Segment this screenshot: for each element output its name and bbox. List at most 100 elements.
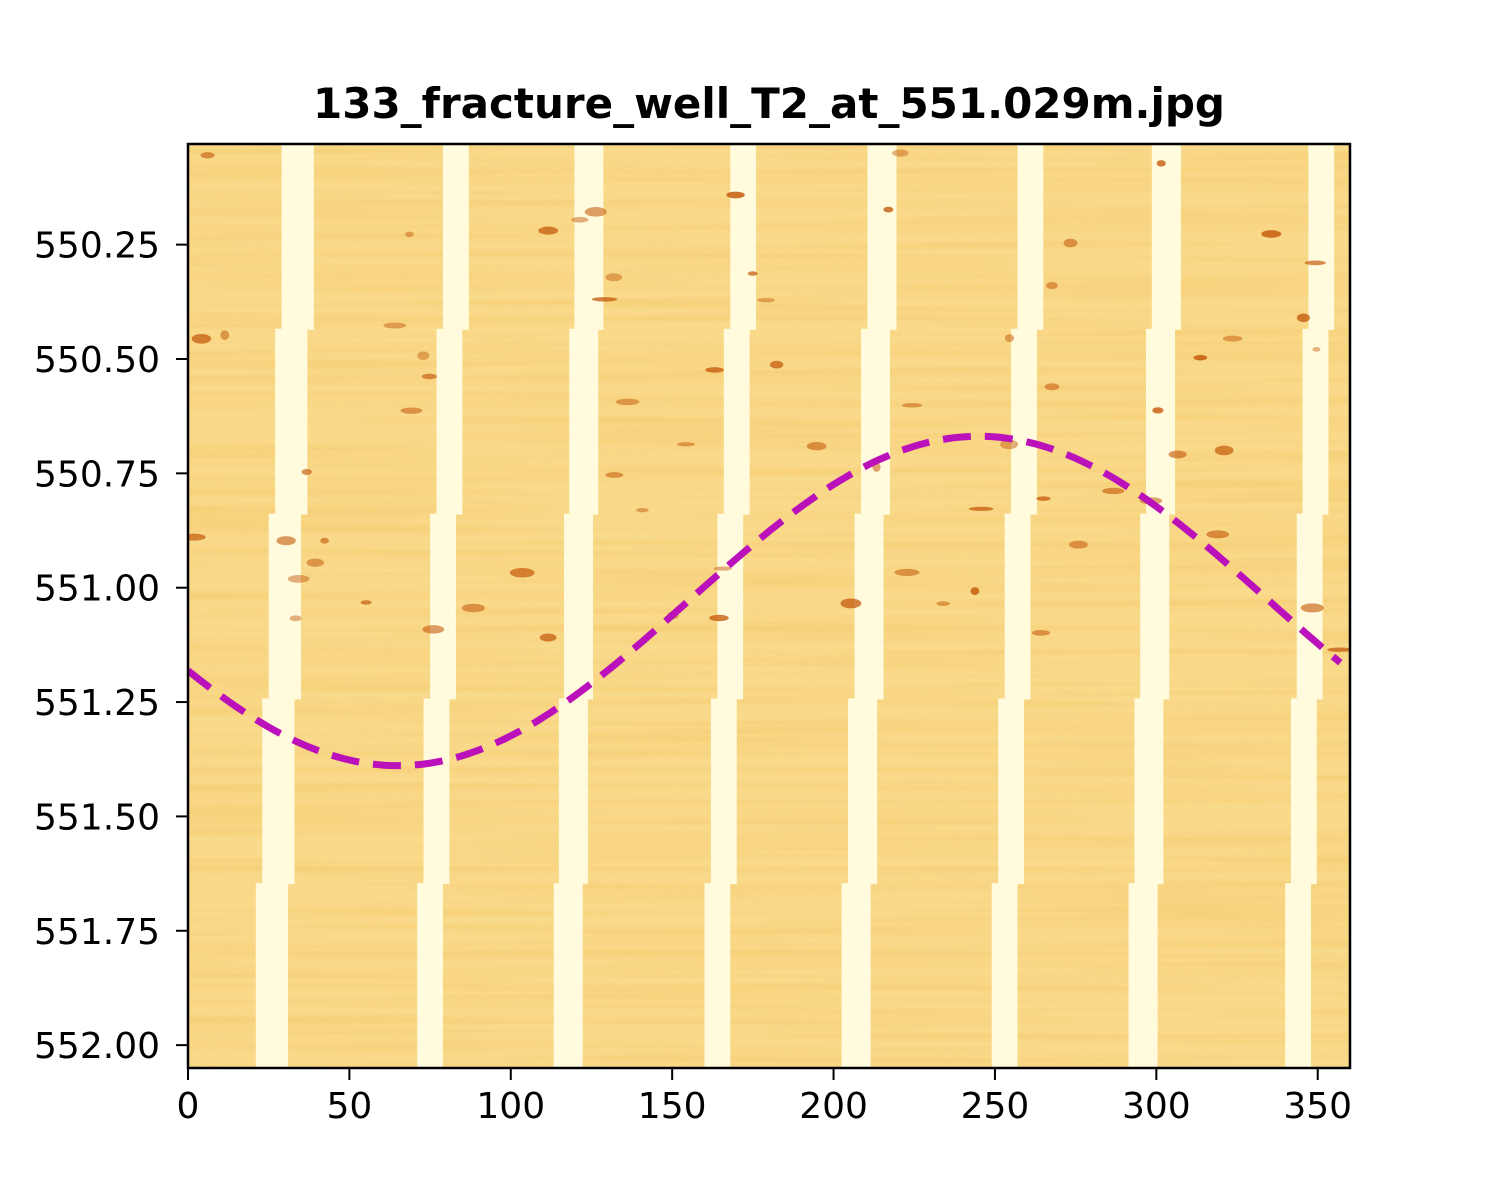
texture-spot: [509, 568, 535, 578]
texture-spot: [1222, 335, 1243, 342]
texture-spot: [705, 367, 724, 373]
y-tick-label: 551.25: [34, 683, 160, 724]
texture-spot: [383, 322, 407, 329]
texture-spot: [1312, 347, 1321, 352]
pad-strip-3: [569, 328, 599, 515]
texture-spot: [1036, 496, 1051, 501]
pad-strip-6: [1017, 144, 1044, 330]
pad-strip-7: [1134, 698, 1164, 885]
pad-strip-1: [281, 144, 314, 330]
texture-spot: [726, 191, 745, 199]
y-tick-label: 551.75: [34, 912, 160, 953]
texture-spot: [1152, 407, 1164, 414]
pad-strip-8: [1285, 883, 1311, 1068]
texture-spot: [584, 207, 607, 217]
texture-spot: [1000, 439, 1019, 450]
texture-spot: [1004, 334, 1015, 342]
texture-spot: [301, 468, 312, 476]
texture-spot: [757, 297, 775, 303]
texture-spot: [400, 407, 423, 414]
texture-spot: [1046, 281, 1058, 289]
texture-spot: [405, 231, 414, 238]
x-tick-label: 200: [799, 1086, 868, 1127]
x-tick-label: 0: [177, 1086, 200, 1127]
y-tick-label: 550.50: [34, 340, 160, 381]
texture-spot: [709, 614, 729, 622]
texture-spot: [191, 334, 212, 344]
pad-strip-5: [860, 328, 891, 515]
texture-spot: [1044, 383, 1060, 391]
texture-spot: [421, 373, 437, 380]
texture-spot: [417, 351, 430, 361]
texture-spot: [747, 271, 758, 276]
texture-spot: [1296, 313, 1310, 323]
texture-spot: [1304, 260, 1326, 266]
texture-spot: [306, 558, 325, 567]
pad-strip-3: [564, 513, 594, 700]
texture-spot: [901, 403, 923, 408]
pad-strip-2: [436, 328, 463, 515]
y-tick-label: 551.00: [34, 569, 160, 610]
texture-spot: [1327, 647, 1350, 652]
x-tick-label: 50: [326, 1086, 372, 1127]
pad-strip-7: [1140, 513, 1170, 700]
pad-strip-6: [1004, 513, 1031, 700]
texture-spot: [591, 297, 618, 302]
texture-spot: [605, 472, 624, 478]
pad-strip-2: [442, 144, 469, 330]
texture-spot: [571, 216, 589, 223]
texture-spot: [188, 533, 206, 541]
texture-spot: [360, 600, 372, 605]
chart-title: 133_fracture_well_T2_at_551.029m.jpg: [313, 79, 1225, 128]
texture-spot: [1261, 230, 1282, 238]
axes-frame: [186, 142, 1352, 1070]
pad-strip-5: [867, 144, 897, 330]
texture-spot: [892, 149, 909, 157]
x-tick-label: 150: [638, 1086, 707, 1127]
x-tick-label: 350: [1283, 1086, 1352, 1127]
texture-spot: [1102, 487, 1125, 495]
pad-strip-4: [704, 883, 731, 1068]
pad-strip-4: [710, 698, 737, 885]
texture-spot: [200, 152, 215, 159]
pad-strip-2: [423, 698, 450, 885]
texture-spot: [883, 206, 894, 213]
pad-strip-2: [417, 883, 443, 1068]
pad-strip-3: [574, 144, 604, 330]
pad-strip-6: [991, 883, 1018, 1068]
texture-spot: [1031, 629, 1051, 636]
pad-strip-5: [854, 513, 884, 700]
pad-strip-4: [723, 328, 750, 515]
texture-spot: [320, 537, 329, 544]
y-tick-label: 550.75: [34, 454, 160, 495]
pad-strip-5: [841, 883, 871, 1068]
pad-strip-4: [717, 513, 744, 700]
pad-strip-8: [1308, 144, 1335, 330]
texture-spot: [968, 506, 994, 511]
pad-strip-3: [558, 698, 588, 885]
pad-strip-2: [430, 513, 456, 700]
texture-spot: [1069, 540, 1088, 549]
texture-spot: [713, 566, 732, 571]
x-tick-label: 300: [1122, 1086, 1191, 1127]
y-axis: 550.25 550.50 550.75 551.00 551.25 551.50 551.…: [34, 226, 188, 1067]
x-axis: 0 50 100 150 200 250 300 350: [177, 1068, 1352, 1127]
pad-strip-1: [275, 328, 308, 515]
fracture-sinusoid: [188, 432, 1343, 770]
pad-strip-6: [998, 698, 1024, 885]
texture-spot: [276, 536, 296, 546]
plot-area: [188, 144, 1350, 1068]
texture-spot: [936, 601, 950, 606]
texture-spot: [605, 273, 623, 282]
texture-spot: [970, 587, 980, 595]
y-tick-label: 551.50: [34, 797, 160, 838]
texture-spot: [769, 360, 784, 369]
texture-spot: [539, 633, 557, 642]
texture-spot: [538, 226, 559, 235]
pad-strip-7: [1151, 144, 1181, 330]
texture-spot: [1168, 450, 1187, 459]
pad-strip-8: [1302, 328, 1329, 515]
pad-strip-5: [848, 698, 878, 885]
pad-strip-3: [553, 883, 583, 1068]
pad-strip-7: [1128, 883, 1158, 1068]
